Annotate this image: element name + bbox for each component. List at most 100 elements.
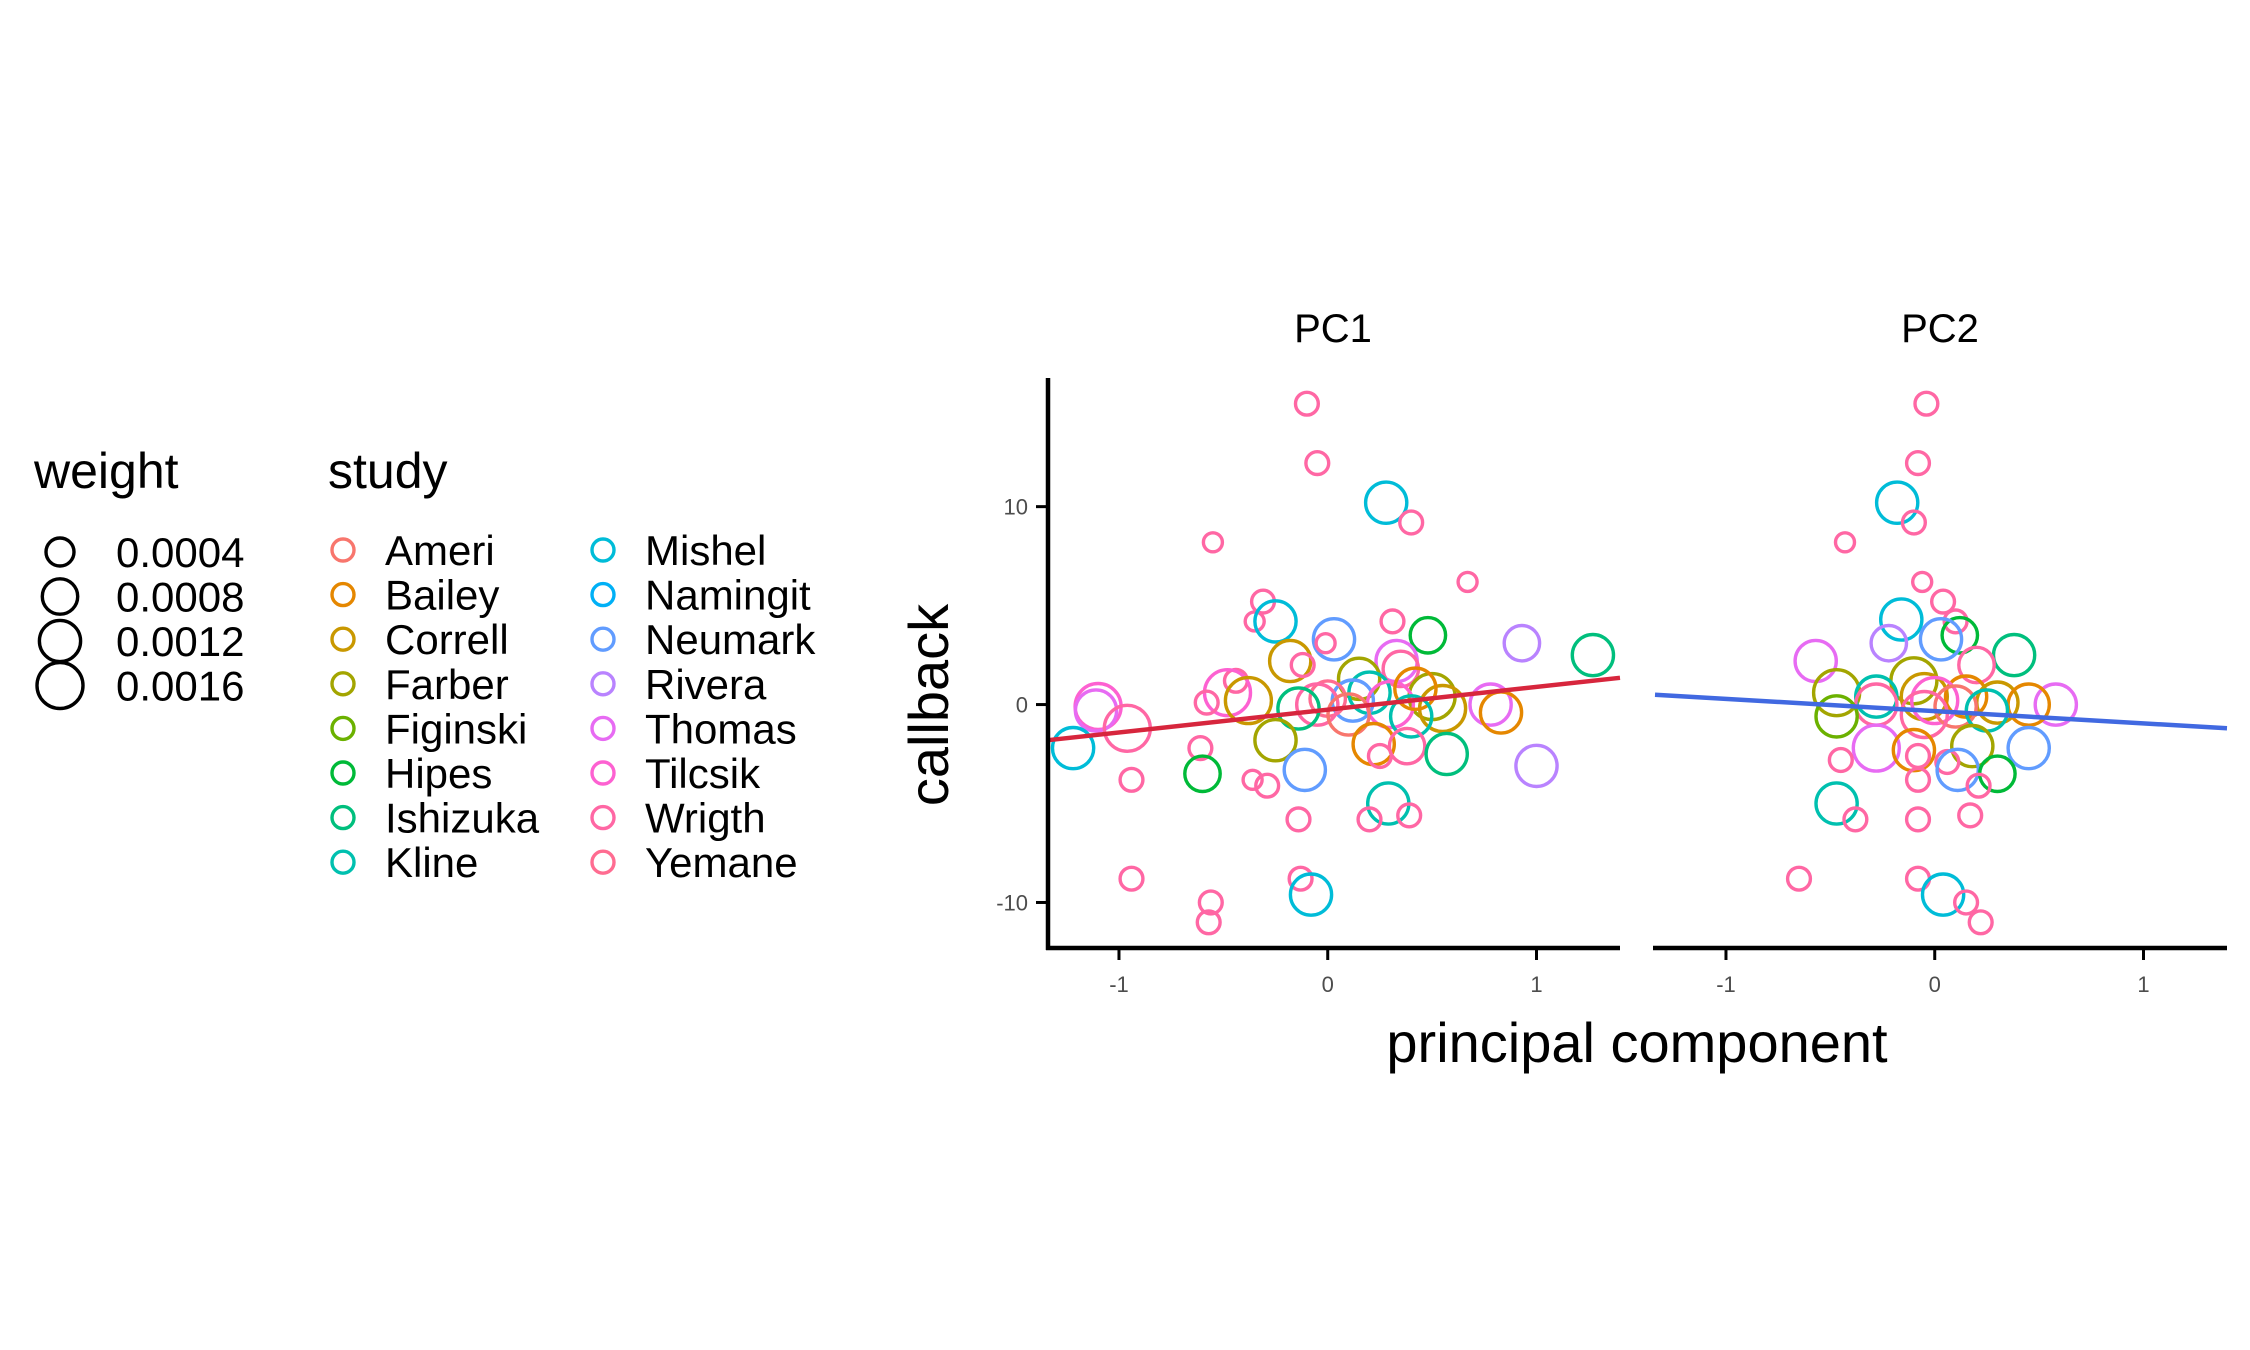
fit-line-pc1	[1047, 675, 1621, 743]
study-key-label-neumark: Neumark	[645, 616, 816, 663]
study-key-circle-ishizuka	[330, 804, 356, 831]
study-key-circle-bailey	[330, 581, 356, 608]
weight-key-circle-2	[37, 618, 83, 664]
point-pc1-54	[1285, 806, 1312, 833]
point-pc1-7	[1243, 610, 1266, 633]
study-key-label-mishel: Mishel	[645, 527, 766, 574]
study-key-circle-rivera	[590, 671, 616, 697]
point-pc2-47	[1952, 889, 1980, 916]
study-key-circle-tilcsik	[590, 760, 616, 786]
point-pc1-56	[1396, 802, 1423, 829]
facet-pc2: PC2 -1 0 1	[1653, 307, 2228, 997]
point-pc2-32	[1950, 723, 1995, 769]
study-key-circle-farber	[330, 671, 356, 697]
x-tick-label-pc1-0: -1	[1109, 972, 1129, 997]
y-axis-title: callback	[897, 603, 960, 806]
point-pc2-16	[1811, 668, 1862, 718]
point-pc2-30	[1851, 723, 1902, 773]
point-pc1-28	[1295, 682, 1340, 727]
point-pc2-9	[1940, 615, 1980, 655]
point-pc2-33	[1827, 746, 1854, 774]
study-key-label-thomas: Thomas	[645, 705, 797, 752]
y-tick-label-0: -10	[996, 890, 1028, 915]
study-key-label-farber: Farber	[385, 661, 509, 708]
x-tick-label-pc1-1: 0	[1322, 972, 1334, 997]
point-pc2-27	[1899, 689, 1950, 740]
point-pc2-48	[1967, 909, 1994, 936]
point-pc2-43	[1957, 802, 1984, 829]
weight-key-label-0: 0.0004	[116, 529, 244, 576]
point-pc1-53	[1366, 781, 1411, 826]
point-pc2-12	[1991, 632, 2037, 678]
point-pc1-35	[1326, 692, 1371, 737]
point-pc2-6	[1929, 588, 1957, 615]
study-key-label-figinski: Figinski	[385, 705, 527, 752]
point-pc2-25	[1933, 684, 1978, 729]
point-pc2-5	[1910, 570, 1934, 594]
study-key-circle-thomas	[590, 715, 616, 742]
point-pc2-34	[1904, 742, 1932, 770]
point-pc2-3	[1900, 509, 1927, 536]
point-pc2-40	[1814, 781, 1859, 826]
point-pc1-59	[1288, 872, 1334, 917]
study-key-label-tilcsik: Tilcsik	[645, 750, 761, 797]
x-tick-label-pc2-0: -1	[1716, 972, 1736, 997]
point-pc1-49	[1183, 754, 1222, 794]
weight-key-circle-1	[40, 577, 80, 616]
point-pc1-43	[1387, 726, 1427, 766]
point-pc2-24	[1909, 675, 1960, 726]
point-pc1-5	[1456, 570, 1479, 594]
point-pc1-40	[1050, 725, 1096, 771]
point-pc1-17	[1289, 651, 1316, 679]
study-key-label-namingit: Namingit	[645, 572, 811, 619]
x-tick-label-pc2-1: 0	[1929, 972, 1941, 997]
weight-key-circle-0	[44, 536, 76, 568]
point-pc2-2	[1874, 480, 1920, 526]
point-pc2-0	[1913, 390, 1940, 417]
point-pc1-44	[1424, 731, 1469, 777]
point-pc2-36	[1935, 747, 1980, 793]
point-pc2-10	[1918, 617, 1964, 662]
point-pc2-14	[1957, 645, 1996, 685]
facet-title-pc2: PC2	[1901, 307, 1979, 351]
point-pc1-23	[1193, 689, 1220, 716]
point-pc2-42	[1904, 806, 1932, 833]
study-key-circle-correll	[330, 626, 356, 652]
study-key-label-bailey: Bailey	[385, 572, 499, 619]
study-key-circle-wrigth	[590, 804, 616, 831]
point-pc1-51	[1241, 768, 1264, 791]
point-pc2-44	[1785, 865, 1813, 892]
point-pc1-16	[1267, 638, 1313, 684]
study-key-circle-mishel	[590, 537, 616, 563]
point-pc1-45	[1187, 734, 1214, 762]
study-key-label-yemane: Yemane	[645, 839, 798, 886]
x-axis-title: principal component	[1386, 1011, 1888, 1074]
point-pc2-38	[1904, 766, 1932, 793]
point-pc1-10	[1408, 615, 1448, 655]
point-pc2-7	[1879, 597, 1924, 642]
study-key-label-correll: Correll	[385, 616, 509, 663]
x-tick-label-pc1-2: 1	[1530, 972, 1542, 997]
point-pc1-50	[1118, 766, 1145, 793]
point-pc2-37	[1978, 754, 2017, 794]
point-pc1-14	[1570, 632, 1616, 678]
point-pc1-41	[1253, 717, 1298, 763]
point-pc1-11	[1311, 617, 1357, 662]
point-pc1-32	[1393, 666, 1438, 712]
point-pc1-38	[1073, 688, 1119, 733]
y-tick-label-1: 0	[1016, 693, 1028, 718]
weight-key-label-2: 0.0012	[116, 618, 244, 665]
study-key-label-wrigth: Wrigth	[645, 795, 766, 842]
study-key-circle-kline	[330, 849, 356, 875]
point-pc1-2	[1363, 480, 1409, 526]
weight-key-label-1: 0.0008	[116, 574, 244, 621]
point-pc1-31	[1468, 682, 1513, 727]
point-pc1-22	[1223, 675, 1274, 726]
point-pc2-28	[1814, 694, 1859, 739]
point-pc1-12	[1502, 623, 1542, 663]
point-pc2-17	[1854, 674, 1899, 719]
point-pc1-8	[1253, 599, 1298, 644]
